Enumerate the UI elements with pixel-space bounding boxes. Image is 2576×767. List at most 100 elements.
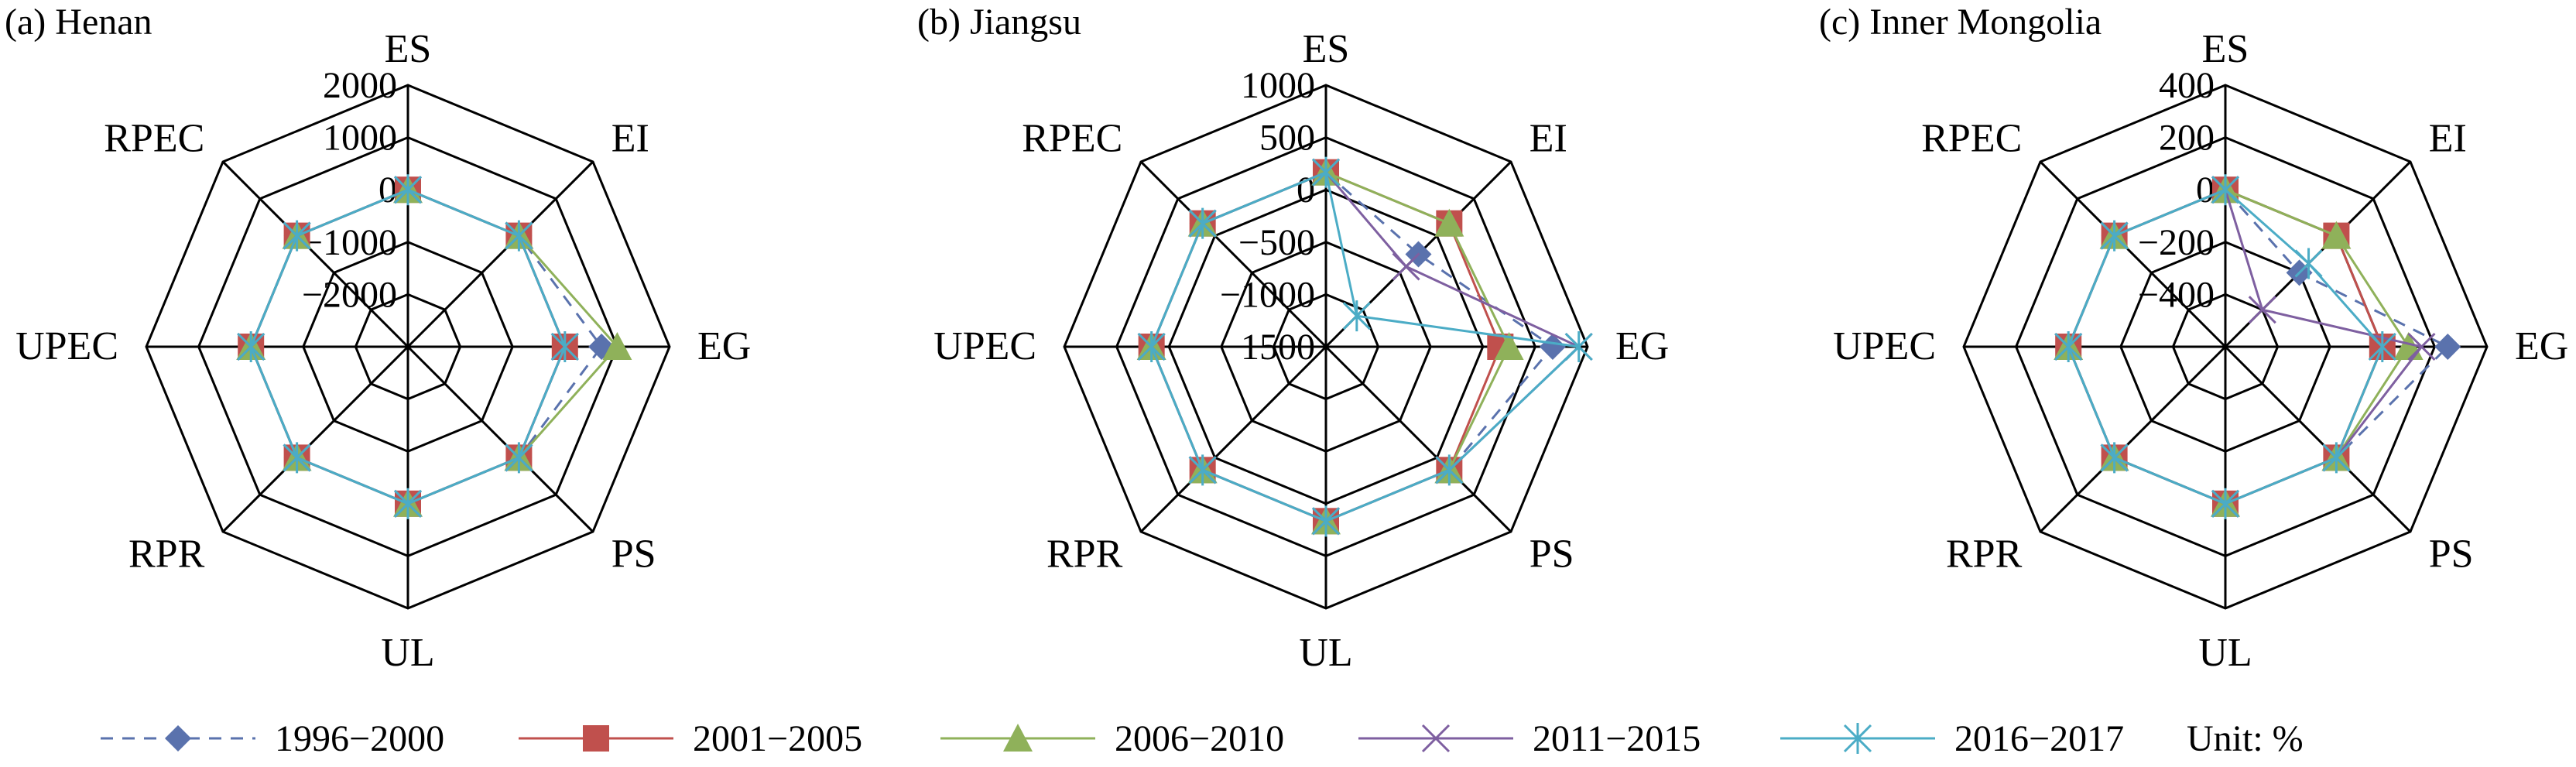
axis-label-rpr: RPR bbox=[1946, 532, 2023, 577]
axis-label-rpr: RPR bbox=[128, 532, 205, 577]
axis-label-ei: EI bbox=[611, 116, 649, 160]
tick-label: 200 bbox=[2159, 118, 2215, 159]
series-point bbox=[1564, 331, 1593, 362]
grid-spoke bbox=[221, 160, 409, 348]
axis-label-eg: EG bbox=[1615, 324, 1669, 368]
legend-label: 2001−2005 bbox=[693, 718, 862, 759]
series-point bbox=[505, 442, 533, 474]
axis-label-rpr: RPR bbox=[1046, 532, 1123, 577]
unit-label: Unit: % bbox=[2187, 718, 2304, 759]
grid-spoke bbox=[1139, 345, 1327, 533]
series-5 bbox=[2054, 174, 2396, 519]
legend-label: 1996−2000 bbox=[275, 718, 444, 759]
axis-label-ul: UL bbox=[2198, 631, 2252, 675]
series-5 bbox=[237, 174, 579, 519]
axis-label-es: ES bbox=[1303, 27, 1350, 71]
grid-spoke bbox=[2039, 160, 2227, 348]
axis-label-upec: UPEC bbox=[15, 324, 118, 368]
series-point bbox=[2407, 332, 2436, 361]
radar-panel-3: ES EI EG PS UL RPR UPEC RPEC 400 200 0 −200 −400 (c) … bbox=[1819, 2, 2568, 675]
legend-marker bbox=[165, 725, 191, 752]
axis-label-ps: PS bbox=[611, 532, 656, 577]
series-point bbox=[2368, 331, 2396, 362]
axis-label-rpec: RPEC bbox=[1921, 116, 2022, 160]
series-point bbox=[393, 488, 423, 519]
tick-label: −1000 bbox=[1220, 274, 1315, 315]
tick-label: −1500 bbox=[1220, 327, 1315, 368]
legend-item: 2011−2015 bbox=[1358, 718, 1701, 759]
panel-title: (a) Henan bbox=[5, 2, 152, 43]
series-point bbox=[505, 220, 533, 252]
panel-title: (b) Jiangsu bbox=[917, 2, 1081, 43]
legend-marker bbox=[1421, 724, 1451, 753]
axis-label-ei: EI bbox=[1530, 116, 1567, 160]
legend-item: 2016−2017 bbox=[1780, 718, 2124, 759]
series-point bbox=[1311, 156, 1341, 188]
grid-spoke bbox=[406, 160, 594, 348]
series-point bbox=[2322, 442, 2351, 474]
grid-spoke bbox=[1139, 160, 1327, 348]
axis-label-rpec: RPEC bbox=[104, 116, 204, 160]
legend-item: 1996−2000 bbox=[101, 718, 444, 759]
tick-label: 0 bbox=[1297, 169, 1315, 211]
series-point bbox=[2321, 221, 2352, 249]
radar-panel-1: ES EI EG PS UL RPR UPEC RPEC 2000 1000 0 −1000 −2000… bbox=[5, 2, 751, 675]
panel-title: (c) Inner Mongolia bbox=[1819, 2, 2102, 43]
series-point bbox=[1188, 207, 1217, 239]
series-point bbox=[2211, 488, 2240, 519]
legend-label: 2016−2017 bbox=[1954, 718, 2124, 759]
legend: 1996−2000 2001−2005 2006−2010 2011−2015 2016… bbox=[101, 718, 2304, 759]
series-point bbox=[2100, 442, 2129, 474]
axis-label-upec: UPEC bbox=[933, 324, 1036, 368]
tick-label: 0 bbox=[379, 169, 397, 211]
series-point bbox=[1494, 332, 1524, 360]
axis-label-es: ES bbox=[2202, 27, 2249, 71]
legend-item: 2006−2010 bbox=[940, 718, 1284, 759]
series-point bbox=[283, 442, 311, 474]
series-5 bbox=[1137, 156, 1593, 537]
tick-label: 0 bbox=[2196, 169, 2215, 211]
axis-label-ul: UL bbox=[1299, 631, 1352, 675]
tick-label: −2000 bbox=[302, 274, 397, 315]
grid-spoke bbox=[1324, 345, 1512, 533]
tick-label: −400 bbox=[2138, 274, 2215, 315]
series-point bbox=[1188, 454, 1217, 486]
series-point bbox=[1434, 208, 1464, 237]
series-point bbox=[283, 220, 311, 252]
tick-label: 500 bbox=[1259, 118, 1315, 159]
tick-label: 2000 bbox=[323, 65, 397, 106]
legend-item: 2001−2005 bbox=[519, 718, 862, 759]
axis-label-ul: UL bbox=[381, 631, 434, 675]
series-point bbox=[1311, 505, 1341, 537]
tick-label: 400 bbox=[2159, 65, 2215, 106]
series-point bbox=[393, 174, 423, 206]
series-point bbox=[2054, 331, 2083, 362]
series-point bbox=[1392, 252, 1420, 281]
axis-label-es: ES bbox=[385, 27, 432, 71]
axis-label-ei: EI bbox=[2429, 116, 2467, 160]
legend-marker bbox=[1843, 723, 1872, 754]
series-point bbox=[550, 331, 579, 362]
axis-label-rpec: RPEC bbox=[1022, 116, 1122, 160]
tick-label: 1000 bbox=[1241, 65, 1315, 106]
legend-label: 2011−2015 bbox=[1533, 718, 1701, 759]
tick-label: −1000 bbox=[302, 222, 397, 263]
series-point bbox=[1137, 331, 1166, 362]
axis-label-upec: UPEC bbox=[1833, 324, 1936, 368]
series-point bbox=[1435, 454, 1464, 486]
grid-spoke bbox=[2039, 345, 2227, 533]
radar-panels: ESEIEGPSULRPRUPECRPEC200010000−1000−2000… bbox=[5, 2, 2568, 675]
radar-panel-2: ES EI EG PS UL RPR UPEC RPEC 1000 500 0 −500 −1000 −1… bbox=[917, 2, 1669, 675]
legend-marker bbox=[1003, 724, 1033, 752]
grid-spoke bbox=[2224, 345, 2412, 533]
axis-label-ps: PS bbox=[2429, 532, 2474, 577]
axis-label-eg: EG bbox=[697, 324, 751, 368]
grid-spoke bbox=[221, 345, 409, 533]
series-point bbox=[2100, 220, 2129, 252]
series-point bbox=[1539, 334, 1566, 360]
tick-label: −500 bbox=[1238, 222, 1315, 263]
series-point bbox=[2294, 248, 2323, 279]
series-point bbox=[2434, 334, 2461, 360]
series-point bbox=[237, 331, 265, 362]
